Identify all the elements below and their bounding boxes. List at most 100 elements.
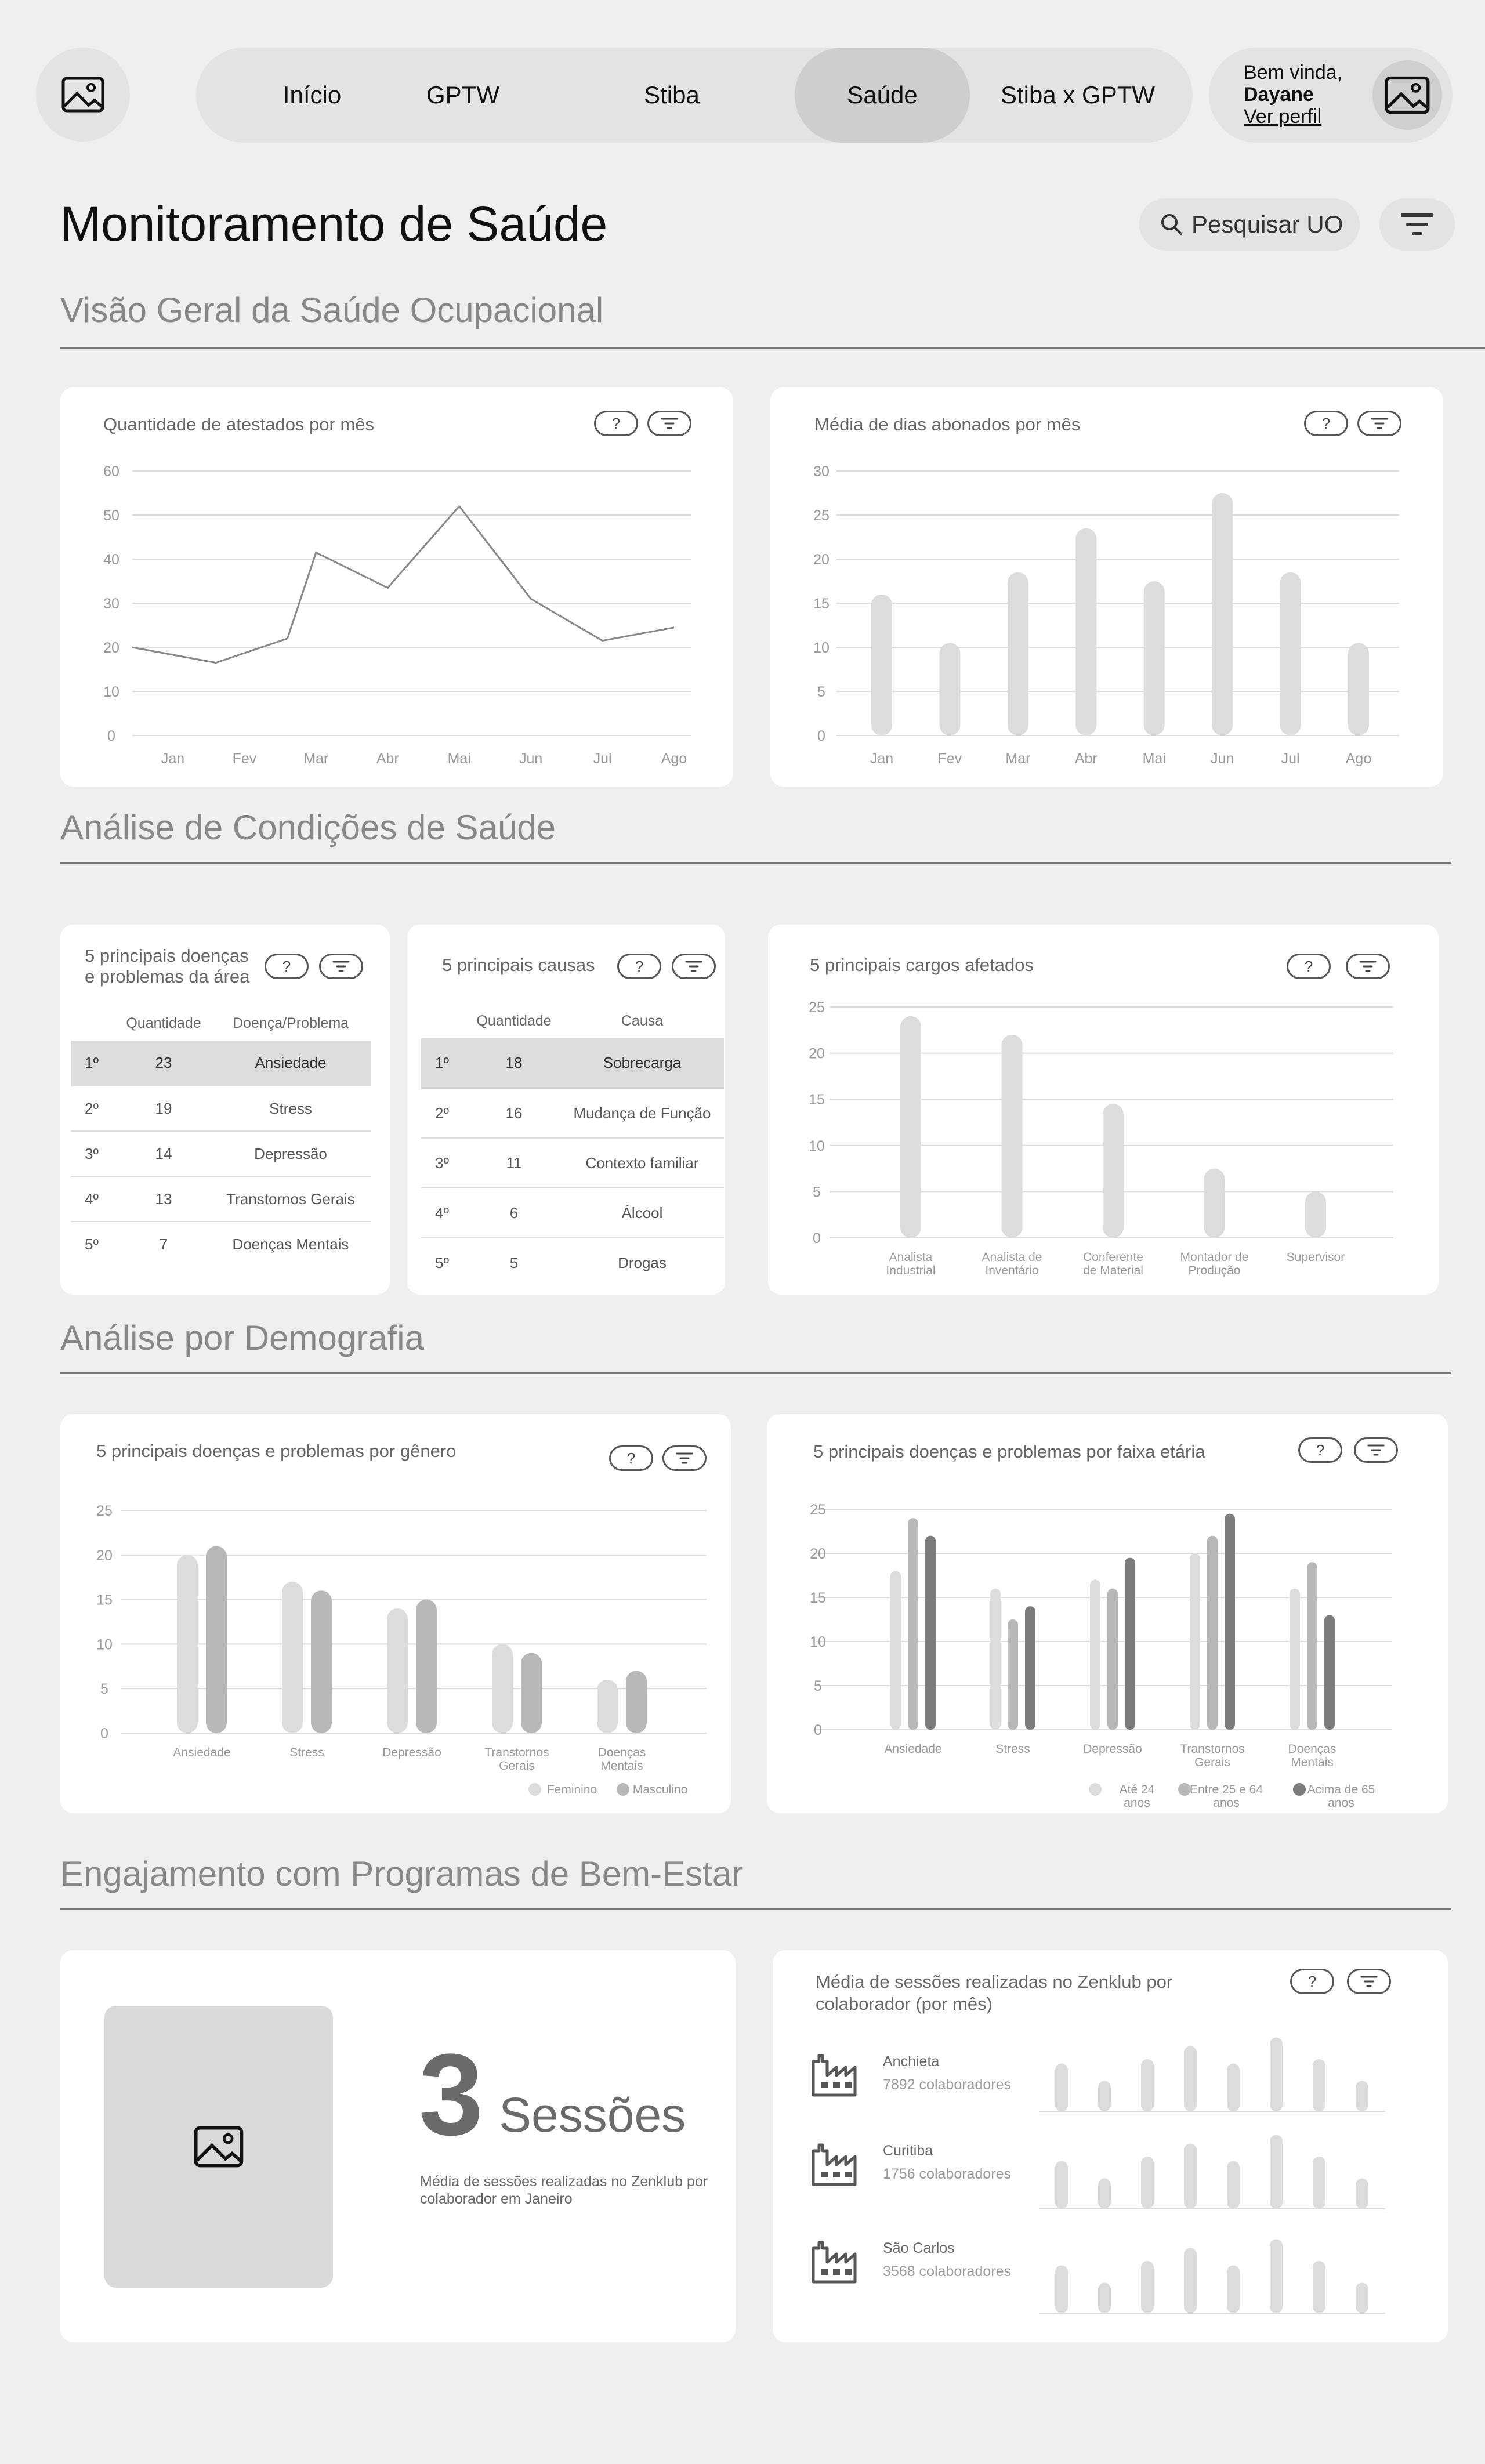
x-tick-label: Montador de — [1180, 1251, 1249, 1264]
bar — [1356, 2178, 1368, 2209]
x-tick-label: Abr — [376, 751, 399, 767]
bar — [1313, 2261, 1325, 2313]
y-tick-label: 0 — [817, 728, 825, 744]
profile-link[interactable]: Ver perfil — [1244, 106, 1322, 128]
filter-button[interactable] — [647, 411, 691, 436]
user-greeting: Bem vinda, — [1244, 61, 1343, 84]
y-tick-label: 5 — [814, 1678, 822, 1694]
filter-button[interactable] — [319, 954, 363, 979]
help-button[interactable]: ? — [1304, 411, 1348, 436]
table-cell: 6 — [468, 1188, 560, 1238]
search-icon — [1161, 214, 1182, 235]
table-cell: 5º — [435, 1254, 449, 1271]
section-title-engagement: Engajamento com Programas de Bem-Estar — [60, 1854, 744, 1893]
table-row[interactable]: 2º 16 Mudança de Função — [421, 1088, 724, 1139]
help-button[interactable]: ? — [1298, 1437, 1342, 1463]
image-icon — [1385, 76, 1430, 114]
table-cell: 5 — [509, 1254, 519, 1271]
x-tick-label: Jul — [1281, 751, 1300, 767]
page-filter-button[interactable] — [1379, 198, 1455, 251]
y-tick-label: 25 — [96, 1503, 113, 1519]
legend-marker — [1178, 1783, 1191, 1796]
card-atestados: Quantidade de atestados por mês ? 0 10 20 3… — [60, 387, 733, 787]
table-cell: Stress — [210, 1086, 371, 1132]
x-tick-label: Mar — [1005, 751, 1030, 767]
legend-marker — [617, 1783, 629, 1796]
table-cell: 7 — [159, 1235, 168, 1253]
x-tick-label: Fev — [938, 751, 962, 767]
avatar[interactable] — [1372, 60, 1442, 130]
bar — [1008, 1619, 1018, 1730]
table-row[interactable]: 2º 19 Stress — [71, 1086, 371, 1132]
nav-item-saude[interactable]: Saúde — [847, 81, 918, 108]
legend-label: Até 24 — [1120, 1783, 1155, 1796]
logo-button[interactable] — [36, 48, 130, 142]
chart-genero: 0 5 10 15 20 25 Ansiedade Stress Depressão Transt… — [96, 1503, 707, 1796]
filter-button[interactable] — [672, 954, 716, 979]
table-row[interactable]: 4º 6 Álcool — [421, 1188, 724, 1238]
table-cell: 11 — [468, 1138, 560, 1188]
table-cell: 3º — [71, 1131, 117, 1177]
table-cell: Drogas — [618, 1254, 667, 1271]
table-row[interactable]: 1º 23 Ansiedade — [71, 1041, 371, 1086]
table-row[interactable]: 3º 11 Contexto familiar — [421, 1138, 724, 1188]
table-row[interactable]: 4º 13 Transtornos Gerais — [71, 1176, 371, 1222]
filter-icon — [1360, 1976, 1378, 1987]
table-row[interactable]: 5º 5 Drogas — [421, 1238, 724, 1288]
x-tick-label: Stress — [995, 1742, 1030, 1756]
table-header: Quantidade — [126, 1014, 201, 1031]
bar — [1356, 2081, 1368, 2111]
table-row[interactable]: 3º 14 Depressão — [71, 1131, 371, 1177]
help-button[interactable]: ? — [265, 954, 309, 979]
nav-item-stiba-gptw[interactable]: Stiba x GPTW — [1000, 81, 1156, 108]
y-tick-label: 20 — [103, 640, 119, 656]
help-button[interactable]: ? — [1290, 1969, 1334, 1994]
help-button[interactable]: ? — [1287, 954, 1331, 979]
x-tick-label: Ansiedade — [884, 1742, 941, 1756]
filter-icon — [661, 418, 678, 429]
chart-zenklub — [1040, 2037, 1385, 2314]
help-button[interactable]: ? — [617, 954, 661, 979]
help-button[interactable]: ? — [609, 1445, 653, 1471]
table-cell: Depressão — [210, 1131, 371, 1177]
y-tick-label: 50 — [103, 508, 119, 524]
section-divider — [60, 347, 1485, 349]
nav-item-stiba[interactable]: Stiba — [644, 81, 700, 108]
filter-icon — [685, 961, 702, 972]
bar — [1227, 2265, 1240, 2313]
filter-button[interactable] — [1347, 1969, 1391, 1994]
x-tick-label: Industrial — [886, 1264, 935, 1277]
y-tick-label: 20 — [813, 552, 830, 568]
x-tick-label: Jan — [870, 751, 893, 767]
y-tick-label: 40 — [103, 552, 119, 568]
filter-button[interactable] — [1354, 1437, 1398, 1463]
help-button[interactable]: ? — [594, 411, 638, 436]
table-row[interactable]: 1º 18 Sobrecarga — [421, 1038, 724, 1089]
nav-item-inicio[interactable]: Início — [282, 81, 342, 108]
y-tick-label: 30 — [813, 463, 830, 480]
table-cell: 2º — [421, 1088, 468, 1139]
filter-button[interactable] — [1357, 411, 1401, 436]
bar — [1141, 2157, 1154, 2209]
bar — [1207, 1535, 1218, 1730]
x-tick-label: Analista de — [982, 1251, 1042, 1264]
filter-button[interactable] — [662, 1445, 707, 1471]
nav-active-indicator — [795, 48, 970, 143]
factory-icon — [812, 2241, 857, 2284]
card-cargos: 5 principais cargos afetados ? 0 5 10 15 20 2… — [768, 925, 1439, 1295]
search-box[interactable]: Pesquisar UO — [1139, 198, 1360, 251]
sessions-image — [104, 2006, 333, 2288]
table-row[interactable]: 5º 7 Doenças Mentais — [71, 1222, 371, 1267]
bar — [900, 1016, 921, 1238]
chart-title-dias: Média de dias abonados por mês — [814, 414, 1081, 434]
x-tick-label: Jan — [161, 751, 184, 767]
y-tick-label: 15 — [813, 596, 830, 612]
bar — [1090, 1579, 1100, 1730]
bar — [1075, 528, 1097, 735]
bar — [1204, 1168, 1225, 1238]
filter-button[interactable] — [1346, 954, 1390, 979]
legend-label: Acima de 65 — [1307, 1783, 1375, 1796]
bar — [1184, 2046, 1197, 2111]
nav-item-gptw[interactable]: GPTW — [426, 81, 499, 108]
card-faixa: 5 principais doenças e problemas por fai… — [767, 1414, 1448, 1813]
